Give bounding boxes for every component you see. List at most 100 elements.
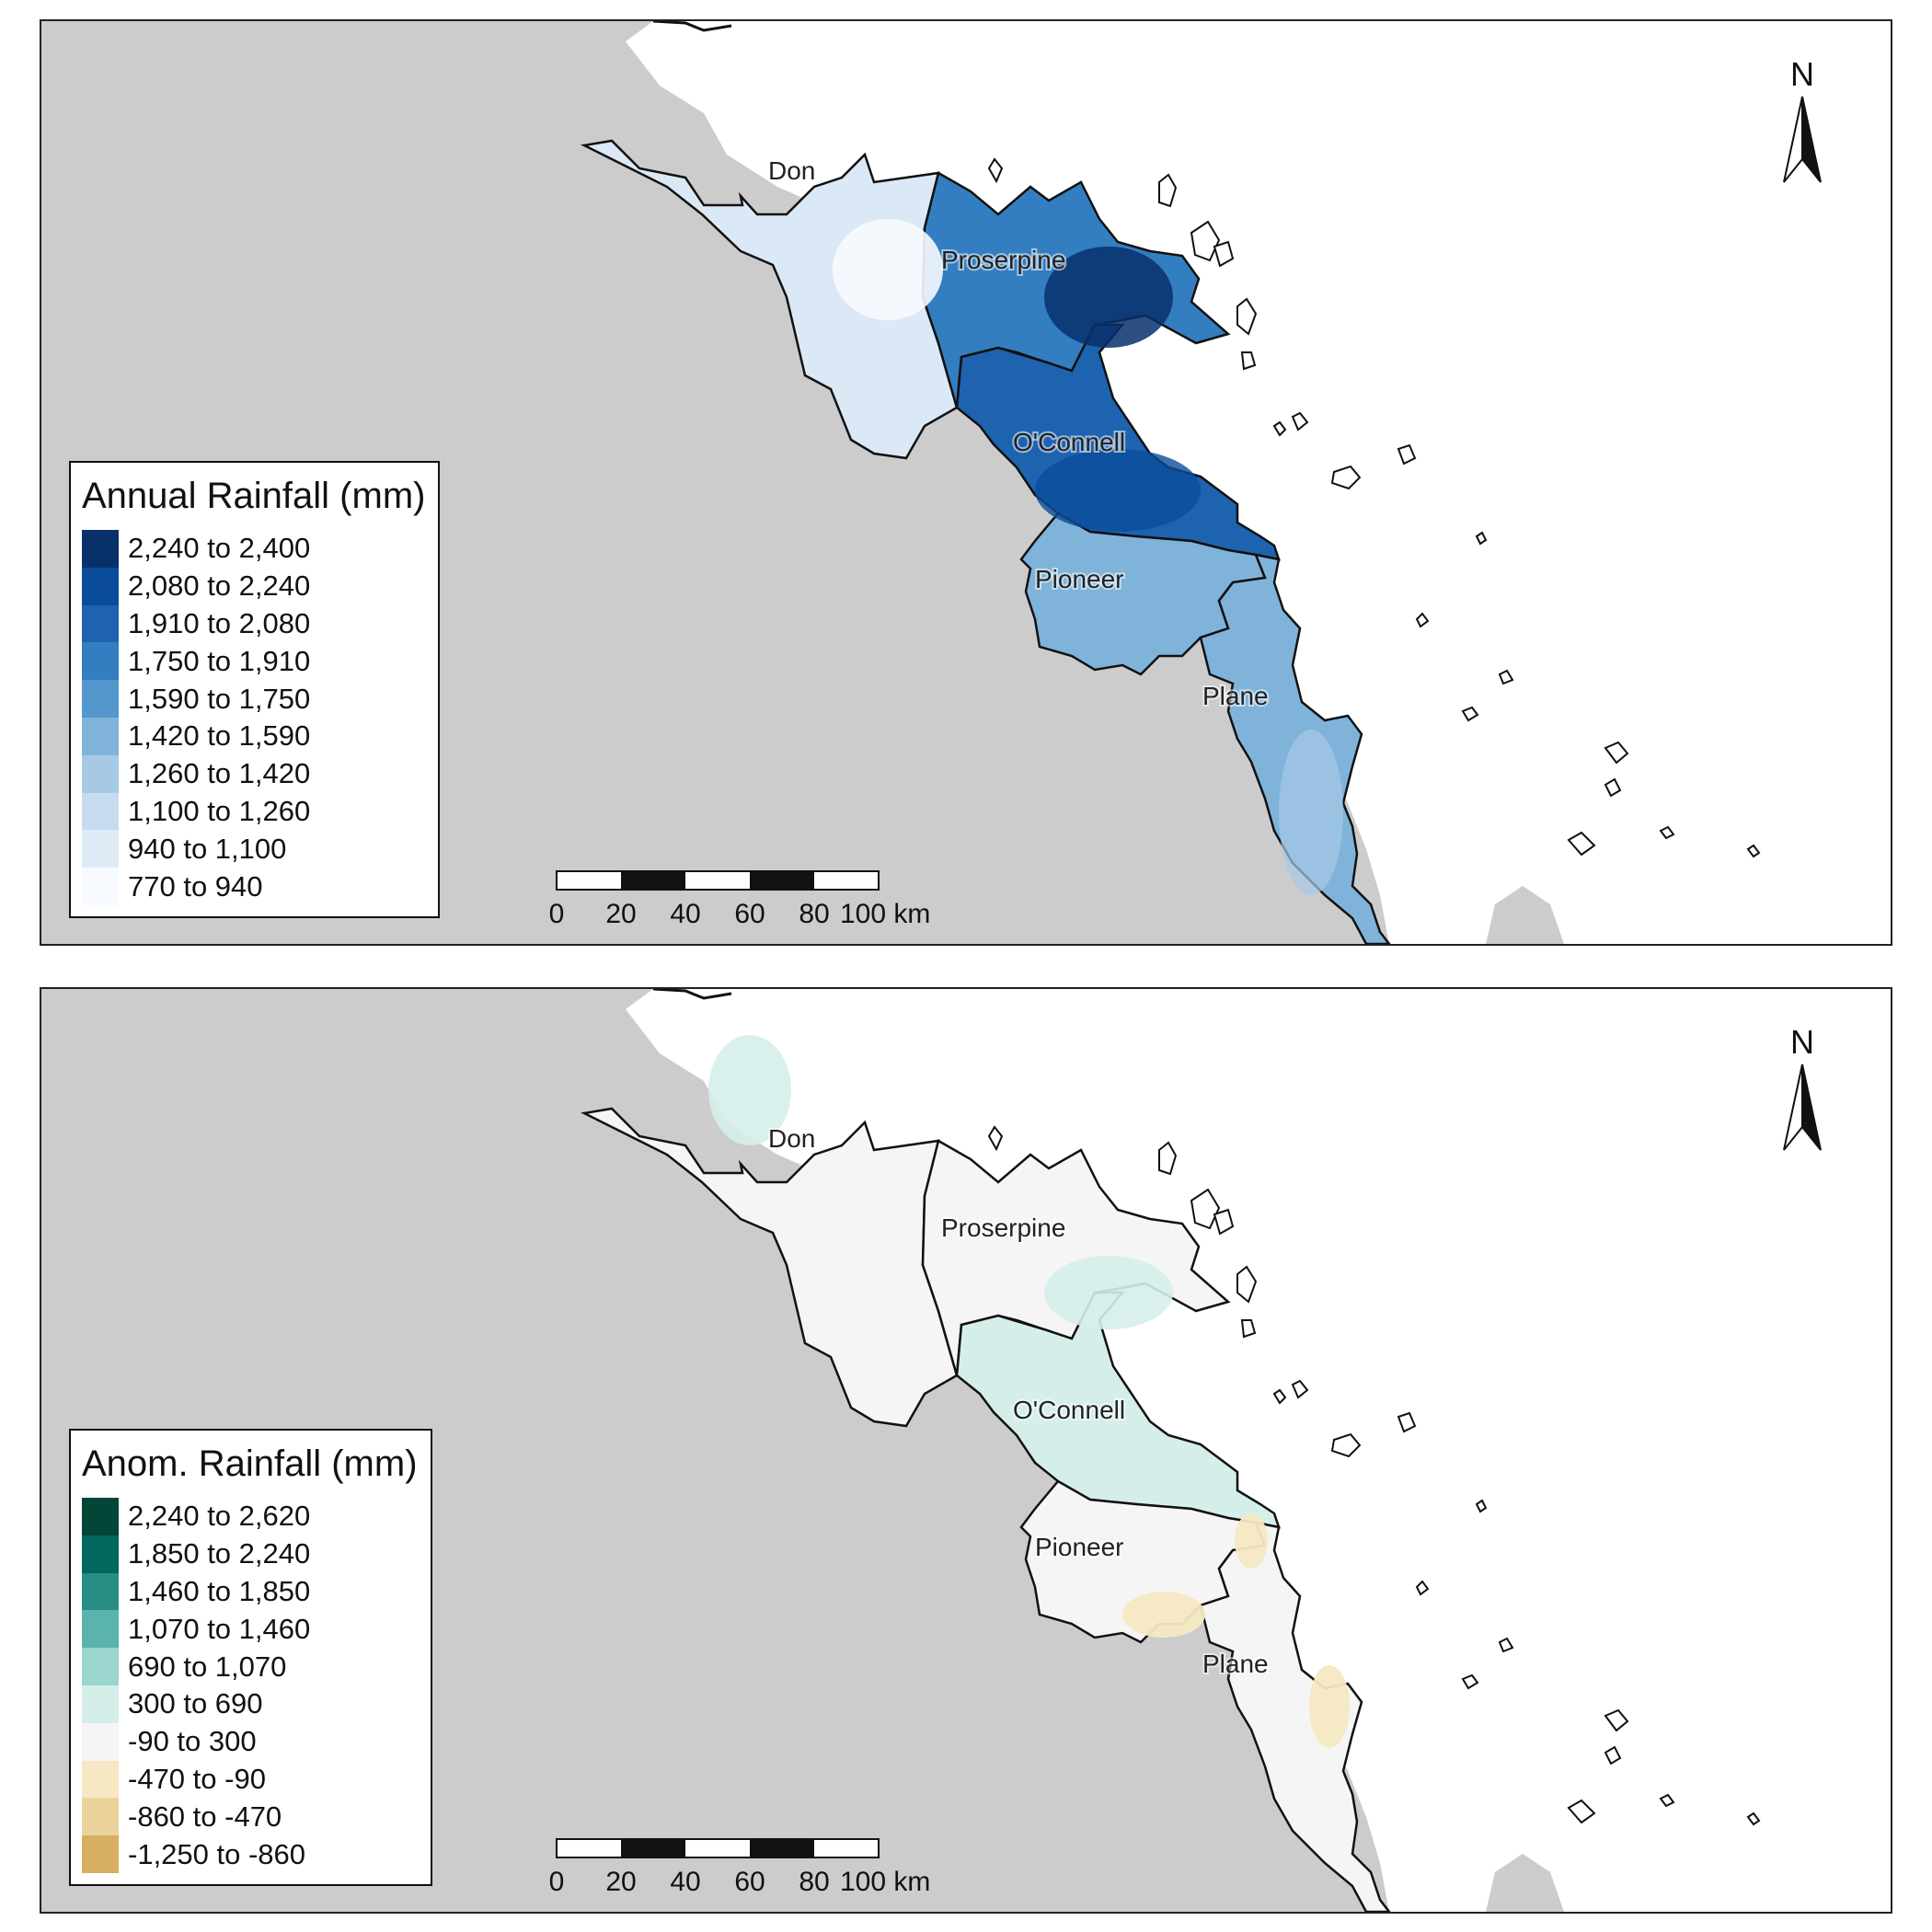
legend-label: 1,750 to 1,910 xyxy=(128,644,311,677)
legend-entry: 1,590 to 1,750 xyxy=(82,680,425,719)
legend-label: -860 to -470 xyxy=(128,1800,282,1833)
land-area-southeast xyxy=(1486,1854,1564,1912)
legend-entry: 1,750 to 1,910 xyxy=(82,642,425,681)
rainfall-high-oconnell xyxy=(1035,449,1201,532)
legend-entry: 1,260 to 1,420 xyxy=(82,754,425,793)
legend-swatch xyxy=(82,567,119,605)
legend-label: -1,250 to -860 xyxy=(128,1837,306,1870)
legend-swatch xyxy=(82,868,119,905)
scale-tick-80: 80 xyxy=(799,899,829,929)
legend-swatch xyxy=(82,604,119,643)
legend-entry: 1,100 to 1,260 xyxy=(82,792,425,831)
scale-tick-100: 100 km xyxy=(840,899,930,929)
legend-label: 2,240 to 2,400 xyxy=(128,532,311,565)
legend-label: 2,080 to 2,240 xyxy=(128,569,311,603)
anomaly-rainfall-legend: Anom. Rainfall (mm) 2,240 to 2,620 1,850 … xyxy=(69,1429,432,1886)
scale-tick-40: 40 xyxy=(670,899,700,929)
legend-entry: -470 to -90 xyxy=(82,1760,418,1799)
label-pioneer: Pioneer xyxy=(1035,565,1124,593)
legend-label: 1,420 to 1,590 xyxy=(128,719,311,753)
legend-entry: 2,240 to 2,400 xyxy=(82,530,425,568)
legend-entry: 690 to 1,070 xyxy=(82,1648,418,1686)
scale-bar: 0 20 40 60 80 100 km xyxy=(549,1838,930,1897)
legend-swatch xyxy=(82,1685,119,1723)
coastline-north xyxy=(652,21,732,32)
north-arrow-icon: N xyxy=(1783,1023,1822,1151)
catchment-pioneer xyxy=(1019,512,1267,676)
scale-tick-60: 60 xyxy=(734,899,765,929)
legend-swatch xyxy=(82,680,119,719)
scale-tick-80: 80 xyxy=(799,1867,829,1897)
label-oconnell: O'Connell xyxy=(1013,428,1125,456)
anomaly-negative-pioneer xyxy=(1122,1592,1205,1638)
legend-entries: 2,240 to 2,400 2,080 to 2,240 1,910 to 2,0… xyxy=(82,530,425,905)
label-plane: Plane xyxy=(1202,1650,1269,1678)
anomaly-negative-plane xyxy=(1309,1665,1350,1748)
legend-swatch xyxy=(82,1798,119,1836)
legend-label: -470 to -90 xyxy=(128,1763,266,1795)
legend-label: 300 to 690 xyxy=(128,1687,263,1720)
legend-entry: 2,240 to 2,620 xyxy=(82,1498,418,1535)
legend-entry: 2,080 to 2,240 xyxy=(82,567,425,605)
land-area-southeast xyxy=(1486,886,1564,944)
label-plane: Plane xyxy=(1202,682,1269,710)
label-don: Don xyxy=(768,1124,815,1153)
legend-swatch xyxy=(82,642,119,681)
scale-tick-60: 60 xyxy=(734,1867,765,1897)
legend-swatch xyxy=(82,1835,119,1873)
legend-label: 1,850 to 2,240 xyxy=(128,1537,311,1570)
anomaly-negative-east xyxy=(1235,1513,1268,1569)
legend-entry: 940 to 1,100 xyxy=(82,830,425,868)
legend-entry: 300 to 690 xyxy=(82,1685,418,1723)
legend-label: 1,590 to 1,750 xyxy=(128,682,311,715)
legend-entry: 1,070 to 1,460 xyxy=(82,1610,418,1649)
legend-swatch xyxy=(82,530,119,568)
legend-swatch xyxy=(82,830,119,868)
legend-label: 1,260 to 1,420 xyxy=(128,757,311,790)
annual-rainfall-map-panel: Don Proserpine O'Connell Pioneer Plane 0… xyxy=(40,19,1892,946)
legend-entry: -860 to -470 xyxy=(82,1798,418,1836)
legend-title: Anom. Rainfall (mm) xyxy=(82,1443,418,1485)
svg-text:N: N xyxy=(1790,1023,1814,1061)
label-pioneer: Pioneer xyxy=(1035,1533,1124,1561)
offshore-islands xyxy=(987,157,1761,858)
svg-text:N: N xyxy=(1790,55,1814,93)
legend-label: 690 to 1,070 xyxy=(128,1650,287,1683)
legend-entry: 1,460 to 1,850 xyxy=(82,1572,418,1611)
legend-label: -90 to 300 xyxy=(128,1725,257,1758)
legend-swatch xyxy=(82,718,119,755)
north-arrow-icon: N xyxy=(1783,55,1822,183)
anomaly-rainfall-map-panel: Don Proserpine O'Connell Pioneer Plane 0… xyxy=(40,987,1892,1914)
legend-swatch xyxy=(82,1760,119,1799)
legend-swatch xyxy=(82,1572,119,1611)
legend-swatch xyxy=(82,1498,119,1535)
label-proserpine: Proserpine xyxy=(941,1213,1065,1242)
legend-label: 1,460 to 1,850 xyxy=(128,1575,311,1608)
legend-swatch xyxy=(82,754,119,793)
offshore-islands xyxy=(987,1125,1761,1826)
scale-tick-0: 0 xyxy=(549,1867,565,1897)
scale-tick-20: 20 xyxy=(605,899,636,929)
legend-label: 1,070 to 1,460 xyxy=(128,1612,311,1645)
coastline-north xyxy=(652,989,732,1000)
label-oconnell: O'Connell xyxy=(1013,1396,1125,1424)
scale-tick-40: 40 xyxy=(670,1867,700,1897)
legend-entry: 1,850 to 2,240 xyxy=(82,1535,418,1573)
legend-entry: 1,910 to 2,080 xyxy=(82,604,425,643)
legend-swatch xyxy=(82,1535,119,1573)
legend-swatch xyxy=(82,792,119,831)
anomaly-positive-don xyxy=(708,1035,791,1145)
legend-label: 1,100 to 1,260 xyxy=(128,795,311,827)
legend-label: 940 to 1,100 xyxy=(128,832,287,865)
legend-label: 2,240 to 2,620 xyxy=(128,1500,311,1533)
rainfall-low-don xyxy=(833,219,943,320)
label-don: Don xyxy=(768,156,815,185)
rainfall-high-core xyxy=(1044,247,1173,348)
catchment-plane xyxy=(1199,1521,1391,1912)
rainfall-plane-south xyxy=(1279,730,1343,895)
scale-bar: 0 20 40 60 80 100 km xyxy=(549,870,930,929)
legend-entry: -90 to 300 xyxy=(82,1722,418,1761)
legend-label: 770 to 940 xyxy=(128,869,263,903)
legend-entry: -1,250 to -860 xyxy=(82,1835,418,1873)
legend-entry: 770 to 940 xyxy=(82,868,425,905)
